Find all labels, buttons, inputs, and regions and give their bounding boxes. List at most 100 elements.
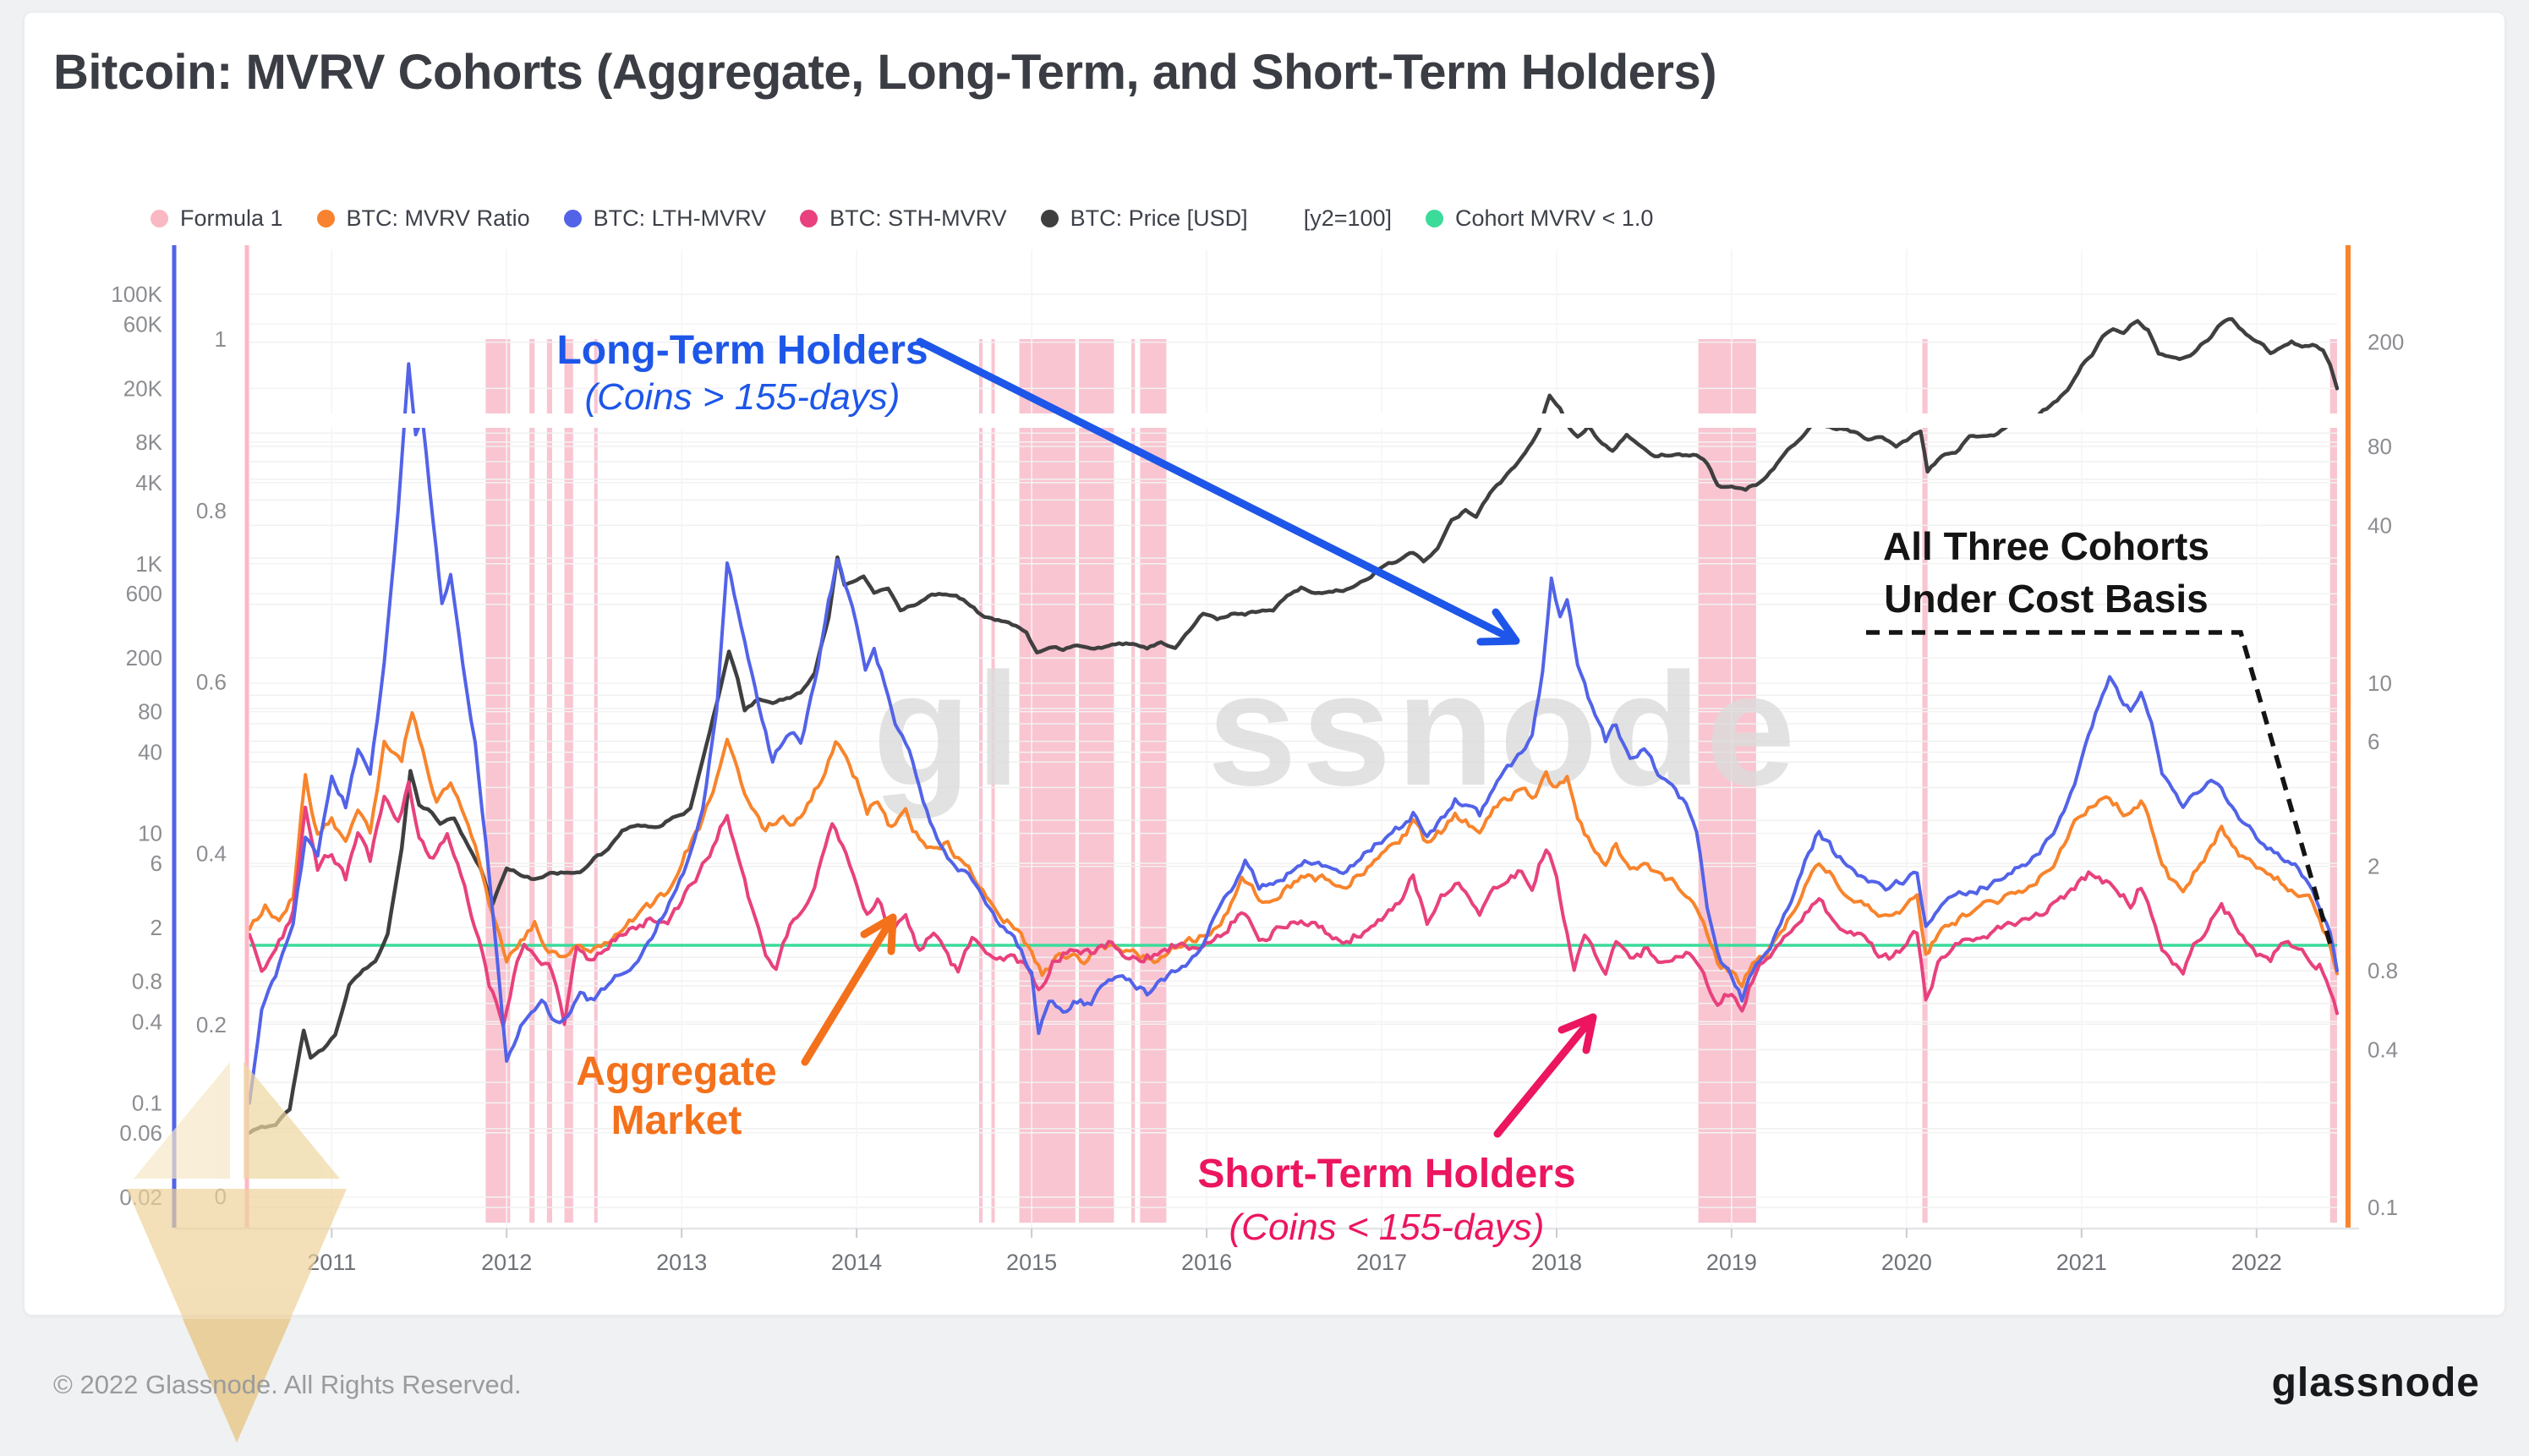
gridlines: [249, 249, 2337, 1228]
formula1-band: [1922, 339, 1928, 1223]
legend-label: BTC: STH-MVRV: [829, 205, 1007, 231]
y2-100-white-line: [249, 413, 2337, 428]
legend-item-1[interactable]: BTC: MVRV Ratio: [316, 205, 530, 232]
year-label: 2015: [1006, 1250, 1057, 1275]
legend-item-0[interactable]: Formula 1: [151, 205, 283, 232]
legend-item-2[interactable]: BTC: LTH-MVRV: [563, 205, 766, 232]
year-label: 2016: [1181, 1250, 1232, 1275]
series-line-btc-mvrv-ratio: [248, 711, 2339, 988]
legend-dot: [1426, 210, 1444, 227]
price-tick-label: 0.1: [132, 1090, 162, 1115]
lth-annotation-line2: (Coins > 155-days): [585, 376, 900, 418]
sth-arrow-head: [1557, 1013, 1597, 1054]
formula1-band: [1019, 339, 1076, 1223]
diamond-facet-bottom: [127, 1189, 347, 1442]
legend-dot: [1040, 210, 1059, 227]
aggregate-annotation-line2: Market: [611, 1098, 742, 1143]
aggregate-arrow-head: [860, 913, 897, 955]
formula1-band: [529, 339, 535, 1223]
price-tick-label: 0.06: [119, 1120, 162, 1146]
price-tick-label: 4K: [135, 470, 162, 495]
lth-annotation-line1: Long-Term Holders: [556, 328, 928, 373]
aggregate-annotation-line1: Aggregate: [576, 1049, 776, 1094]
formula-tick-label: 0.4: [196, 840, 227, 866]
legend-label: Cohort MVRV < 1.0: [1455, 205, 1654, 231]
diamond-facet-top-left: [134, 1062, 230, 1179]
cost-basis-annotation-line1: All Three Cohorts: [1883, 524, 2209, 568]
mvrv-tick-label: 10: [2368, 671, 2392, 696]
formula-tick-label: 0.2: [196, 1012, 227, 1037]
series-line-btc-price-usd-: [247, 317, 2340, 1136]
mvrv-tick-label: 0.8: [2368, 958, 2398, 983]
mvrv-tick-label: 200: [2368, 330, 2404, 355]
sth-arrow: [1493, 1013, 1597, 1138]
legend-label: [y2=100]: [1303, 205, 1393, 231]
formula1-band: [991, 339, 995, 1223]
aggregate-arrow: [801, 913, 897, 1066]
axis-tick-labels: 100K 60K 20K 8K 4K 1K 600 200 80 40 10 6 2 0.8 0.4 0.1 0…: [111, 282, 2404, 1275]
annotation-cost-basis: All Three Cohorts Under Cost Basis: [1866, 524, 2334, 948]
price-tick-label: 80: [138, 699, 162, 725]
diamond-facet-top-right: [244, 1062, 340, 1179]
lth-arrow-head: [1476, 608, 1520, 646]
mvrv-tick-label: 40: [2368, 512, 2392, 538]
formula-tick-label: 1: [215, 326, 227, 352]
annotation-aggregate-market: Aggregate Market: [576, 913, 897, 1143]
price-tick-label: 6: [151, 851, 162, 876]
formula-tick-label: 0.6: [196, 670, 227, 695]
price-tick-label: 8K: [135, 430, 162, 455]
year-label: 2012: [481, 1250, 532, 1275]
year-label: 2019: [1706, 1250, 1757, 1275]
sth-annotation-line2: (Coins < 155-days): [1229, 1207, 1545, 1248]
watermark-text-right: ssnode: [1207, 640, 1800, 819]
formula1-band: [1131, 339, 1136, 1223]
legend-dot: [151, 210, 168, 227]
year-label: 2014: [831, 1250, 882, 1275]
legend-label: BTC: Price [USD]: [1070, 205, 1248, 231]
legend-label: Formula 1: [180, 205, 283, 231]
annotation-long-term-holders: Long-Term Holders (Coins > 155-days): [556, 328, 1520, 646]
year-label: 2018: [1531, 1250, 1582, 1275]
formula1-bands: [485, 339, 2337, 1223]
legend-item-4[interactable]: BTC: Price [USD]: [1040, 205, 1248, 232]
price-tick-label: 1K: [135, 551, 162, 577]
year-label: 2013: [656, 1250, 707, 1275]
formula1-band: [546, 339, 552, 1223]
page-title: Bitcoin: MVRV Cohorts (Aggregate, Long-T…: [53, 45, 1717, 100]
cost-basis-dashed-arrow: [1866, 630, 2334, 948]
price-tick-label: 0.8: [132, 968, 162, 993]
price-tick-label: 0.4: [132, 1009, 162, 1034]
year-label: 2021: [2056, 1250, 2107, 1275]
mvrv-tick-label: 0.1: [2368, 1195, 2398, 1220]
formula1-band: [2329, 339, 2337, 1223]
formula-tick-label: 0.8: [196, 498, 227, 523]
formula1-band: [594, 339, 598, 1223]
legend-dot: [316, 210, 335, 227]
glassnode-watermark: gl ssnode: [873, 640, 1800, 819]
formula1-band: [1140, 339, 1167, 1223]
price-tick-label: 600: [126, 581, 162, 606]
formula1-band: [979, 339, 983, 1223]
price-tick-label: 200: [126, 645, 162, 671]
legend: Formula 1 BTC: MVRV Ratio BTC: LTH-MVRV BTC…: [151, 205, 1687, 232]
legend-item-3[interactable]: BTC: STH-MVRV: [800, 205, 1007, 232]
watermark-text-left: gl: [873, 640, 1026, 819]
legend-label: BTC: MVRV Ratio: [346, 205, 530, 231]
price-tick-label: 40: [138, 740, 162, 765]
legend-dot: [800, 210, 818, 227]
price-tick-label: 20K: [123, 375, 163, 401]
series-line-btc-lth-mvrv: [248, 362, 2339, 1105]
copyright-text: © 2022 Glassnode. All Rights Reserved.: [53, 1370, 522, 1399]
glassnode-wordmark[interactable]: glassnode: [2271, 1360, 2480, 1405]
price-tick-label: 100K: [111, 282, 162, 307]
price-tick-label: 2: [151, 915, 162, 940]
cost-basis-annotation-line2: Under Cost Basis: [1884, 577, 2208, 621]
legend-item-6[interactable]: Cohort MVRV < 1.0: [1426, 205, 1653, 232]
legend-item-5[interactable]: [y2=100]: [1304, 205, 1392, 232]
series-lines: [247, 317, 2340, 1136]
mvrv-tick-label: 6: [2368, 729, 2379, 754]
chart-card: [24, 12, 2505, 1316]
mvrv-tick-label: 2: [2368, 854, 2379, 879]
